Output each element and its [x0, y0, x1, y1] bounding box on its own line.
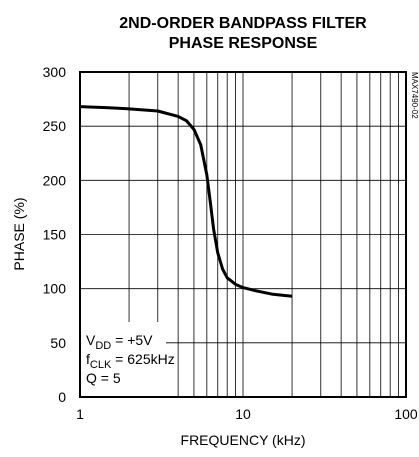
y-tick-label: 0: [58, 389, 66, 405]
chart-subtitle: PHASE RESPONSE: [169, 35, 318, 52]
annotation-part: = +5V: [111, 332, 153, 348]
annotation-part: V: [86, 332, 96, 348]
chart-title: 2ND-ORDER BANDPASS FILTER: [119, 15, 367, 32]
y-tick-label: 150: [43, 227, 67, 243]
annotation-part: DD: [95, 340, 111, 352]
figure-id: MAX7490-02: [410, 72, 419, 119]
annotation: VDD = +5V: [86, 332, 153, 352]
y-tick-label: 50: [50, 335, 66, 351]
y-tick-label: 300: [43, 64, 67, 80]
x-axis-label: FREQUENCY (kHz): [181, 432, 306, 448]
x-tick-label: 1: [76, 406, 84, 422]
y-tick-label: 100: [43, 281, 67, 297]
annotation-part: = 625kHz: [111, 351, 174, 367]
x-tick-label: 10: [235, 406, 251, 422]
annotation: fCLK = 625kHz: [86, 351, 175, 371]
data-line: [79, 105, 293, 298]
y-tick-label: 250: [43, 118, 67, 134]
annotation-box: [81, 322, 166, 396]
x-tick-label: 100: [394, 406, 418, 422]
annotation-part: Q = 5: [86, 370, 121, 386]
annotation-part: f: [86, 351, 90, 367]
annotation-part: CLK: [90, 359, 112, 371]
y-axis-label: PHASE (%): [11, 197, 27, 270]
annotation: Q = 5: [86, 370, 121, 386]
plot-frame: [79, 71, 407, 398]
y-tick-label: 200: [43, 172, 67, 188]
